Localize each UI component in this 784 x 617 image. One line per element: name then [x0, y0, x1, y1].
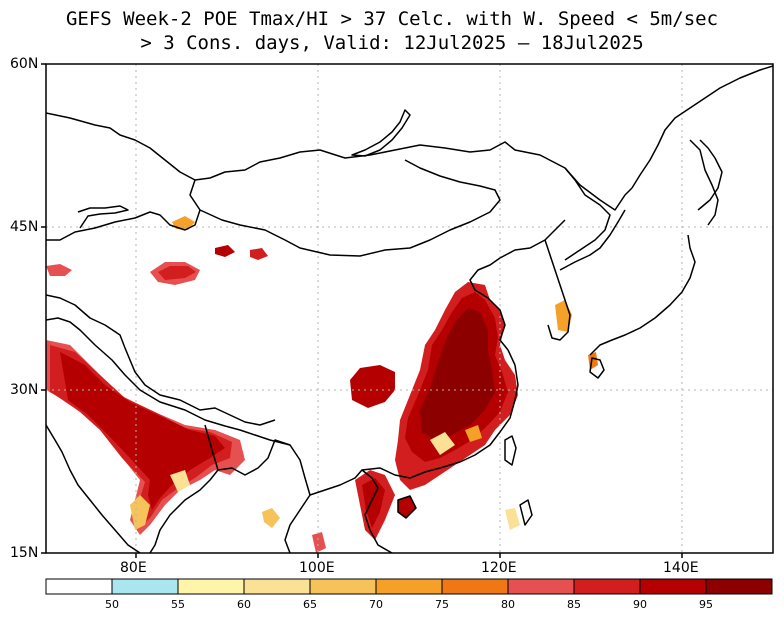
colorbar-label: 65 — [303, 598, 317, 611]
colorbar-swatch — [309, 578, 377, 595]
colorbar-swatch — [177, 578, 245, 595]
colorbar-swatch — [639, 578, 707, 595]
colorbar-swatch — [45, 578, 113, 595]
map-title-line-1: GEFS Week-2 POE Tmax/HI > 37 Celc. with … — [65, 8, 719, 30]
map-title-line-2: > 3 Cons. days, Valid: 12Jul2025 – 18Jul… — [140, 32, 644, 54]
axis-ticks — [41, 63, 683, 558]
colorbar-label: 90 — [633, 598, 647, 611]
lat-label-15n: 15N — [10, 545, 39, 561]
lat-label-30n: 30N — [10, 382, 39, 398]
colorbar-swatch — [705, 578, 773, 595]
colorbar-label: 85 — [567, 598, 581, 611]
colorbar-swatch — [111, 578, 179, 595]
lon-label-100e: 100E — [299, 560, 335, 576]
colorbar-swatch — [243, 578, 311, 595]
colorbar-label: 50 — [105, 598, 119, 611]
colorbar-label: 80 — [501, 598, 515, 611]
colorbar-label: 95 — [699, 598, 713, 611]
colorbar-label: 75 — [435, 598, 449, 611]
colorbar-swatch — [507, 578, 575, 595]
colorbar-label: 60 — [237, 598, 251, 611]
colorbar-swatch — [573, 578, 641, 595]
colorbar-label: 55 — [171, 598, 185, 611]
lon-label-140e: 140E — [663, 560, 699, 576]
lon-label-120e: 120E — [481, 560, 517, 576]
colorbar-label: 70 — [369, 598, 383, 611]
lat-label-45n: 45N — [10, 219, 39, 235]
map-gridlines — [46, 64, 773, 553]
map-frame-border — [45, 63, 774, 554]
lat-label-60n: 60N — [10, 56, 39, 72]
lon-label-80e: 80E — [120, 560, 147, 576]
colorbar-swatch — [375, 578, 443, 595]
colorbar-swatch — [441, 578, 509, 595]
coastlines-and-borders — [46, 65, 773, 553]
